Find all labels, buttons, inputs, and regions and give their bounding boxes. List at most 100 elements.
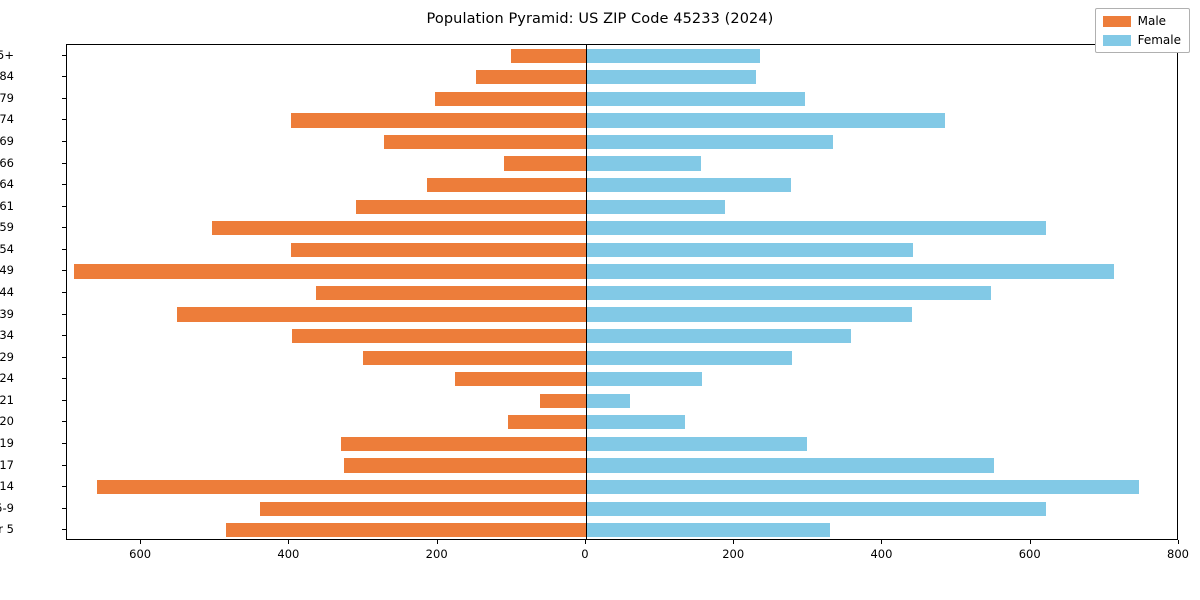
bar-male[interactable] [316,285,586,301]
bar-female[interactable] [585,501,1047,516]
bar-male[interactable] [539,393,586,408]
bar-male[interactable] [260,501,586,516]
y-axis-tick-mark [62,486,66,488]
bar-female[interactable] [585,329,851,344]
bar-row [67,458,1177,473]
y-axis-tick-label: 40-44 [0,285,14,299]
x-axis-tick-mark [1178,540,1179,544]
bar-female[interactable] [585,523,830,538]
y-axis-tick-mark [62,119,66,121]
bar-male[interactable] [504,156,586,171]
y-axis-tick-mark [62,378,66,380]
bar-female[interactable] [585,436,807,452]
bar-female[interactable] [585,393,630,408]
bar-male[interactable] [211,221,586,236]
bar-female[interactable] [585,134,833,150]
y-axis-tick-label: 45-49 [0,263,14,278]
legend-swatch-female [1102,34,1131,46]
bar-female[interactable] [585,178,791,193]
chart-legend[interactable]: Male Female [1094,8,1190,53]
bar-female[interactable] [585,350,792,365]
y-axis-tick-mark [62,421,66,423]
bar-male[interactable] [292,329,586,344]
chart-title: Population Pyramid: US ZIP Code 45233 (2… [426,11,774,27]
legend-swatch-male [1102,15,1131,27]
y-axis-tick-label: 85+ [0,47,14,62]
bar-male[interactable] [427,178,586,193]
bar-female[interactable] [585,415,685,430]
bar-female[interactable] [585,199,725,214]
legend-entry[interactable]: Female [1102,33,1181,47]
legend-entry[interactable]: Male [1102,14,1181,28]
y-axis-tick-mark [62,270,66,272]
bar-male[interactable] [362,350,586,365]
y-axis-tick-label: 18-19 [0,435,14,450]
bar-male[interactable] [455,372,586,387]
y-axis-tick-mark [62,399,66,401]
y-axis-tick-mark [62,227,66,229]
bar-male[interactable] [177,307,586,322]
y-axis-tick-label: 5-9 [0,500,14,515]
y-axis-tick-mark [62,442,66,444]
bar-female[interactable] [585,221,1047,236]
zero-axis-line [585,45,588,539]
bar-male[interactable] [434,91,586,106]
bar-male[interactable] [476,70,586,85]
x-axis-tick-label: 600 [129,547,152,561]
bar-male[interactable] [290,242,586,257]
bar-row [67,415,1177,430]
bar-male[interactable] [383,134,586,150]
y-axis-tick-mark [62,507,66,509]
bar-male[interactable] [511,48,586,63]
bar-female[interactable] [585,285,992,301]
y-axis-tick-mark [62,335,66,337]
y-axis-tick-label: 20 [0,414,14,429]
bar-male[interactable] [343,458,586,473]
y-axis-tick-label: 35-39 [0,306,14,321]
y-axis-tick-mark [62,356,66,358]
x-axis-tick-label: 0 [581,547,589,561]
bar-row [67,156,1177,171]
bar-row [67,393,1177,408]
x-axis-tick-label: 400 [277,547,300,561]
bar-female[interactable] [585,307,913,322]
bar-male[interactable] [226,523,586,538]
x-axis-tick-mark [436,540,438,544]
bar-male[interactable] [508,415,586,430]
x-axis-tick-mark [1029,540,1031,544]
bar-male[interactable] [341,436,586,452]
y-axis-tick-mark [62,205,66,207]
bar-female[interactable] [585,156,701,171]
bar-female[interactable] [585,91,805,106]
y-axis-tick-label: 21 [0,392,14,407]
x-axis-tick-mark [288,540,290,544]
y-axis-tick-label: 67-69 [0,134,14,149]
bar-female[interactable] [585,372,703,387]
y-axis-tick-mark [62,248,66,250]
bar-row [67,70,1177,85]
bar-female[interactable] [585,48,761,63]
bar-male[interactable] [97,479,586,495]
bar-female[interactable] [585,458,994,473]
y-axis-tick-label: 50-54 [0,241,14,256]
y-axis-tick-label: 15-17 [0,457,14,472]
bar-male[interactable] [356,199,586,214]
y-axis-tick-label: 65-66 [0,155,14,170]
bar-row [67,178,1177,193]
bar-female[interactable] [585,113,945,128]
y-axis-tick-mark [62,76,66,78]
bar-male[interactable] [73,264,586,279]
x-axis-tick-mark [733,540,735,544]
bar-male[interactable] [290,113,586,128]
bar-row [67,91,1177,106]
bar-female[interactable] [585,242,913,257]
bar-female[interactable] [585,264,1115,279]
y-axis-tick-mark [62,292,66,293]
y-axis-tick-label: 10-14 [0,479,14,494]
y-axis-tick-label: 22-24 [0,371,14,386]
bar-female[interactable] [585,70,756,85]
bar-female[interactable] [585,479,1139,495]
x-axis-tick-label: 600 [1018,547,1041,561]
y-axis-tick-mark [62,464,66,466]
